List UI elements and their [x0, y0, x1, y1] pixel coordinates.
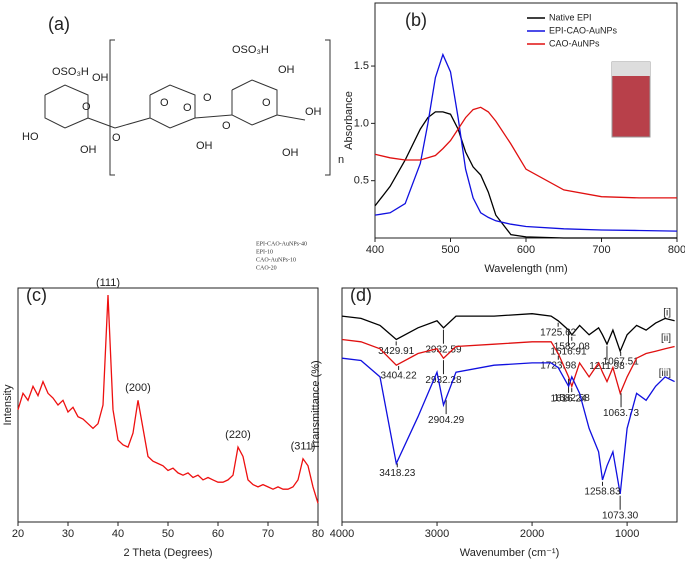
x-tick-label: 3000: [425, 528, 449, 540]
atom-label: OSO₃H: [52, 66, 89, 78]
bracket: [325, 39, 331, 176]
plot-frame: [17, 287, 319, 523]
y-tick-label: 1.5: [354, 60, 369, 72]
peak-label: 1582.58: [554, 393, 591, 404]
peak-label: (200): [125, 382, 151, 394]
peak-label: 1725.62: [540, 327, 577, 338]
x-tick-label: 1000: [615, 528, 639, 540]
x-axis-title: Wavelength (nm): [484, 263, 567, 275]
peak-label: 1067.51: [603, 357, 640, 368]
series-line: [374, 106, 677, 199]
y-axis-title: Absorbance: [343, 91, 355, 150]
peak-label: (111): [96, 277, 120, 289]
series-line: [341, 357, 675, 495]
note: CAO-20: [256, 265, 277, 271]
atom-label: O: [262, 97, 271, 109]
series-label: [iii]: [659, 368, 671, 379]
peak-label: 1063.73: [603, 408, 640, 419]
series-label: [i]: [663, 307, 671, 318]
atom-label: O: [203, 92, 212, 104]
atom-label: O: [160, 97, 169, 109]
peak-label: (311): [291, 441, 316, 453]
panel-label: (a): [48, 14, 70, 34]
x-tick-label: 800: [668, 244, 685, 256]
note: EPI-10: [256, 249, 273, 255]
y-axis-title: Intensity: [2, 384, 14, 425]
x-tick-label: 40: [112, 528, 124, 540]
peak-label: 1723.98: [540, 360, 577, 371]
atom-label: OH: [80, 144, 97, 156]
x-tick-label: 400: [366, 244, 384, 256]
series-line: [341, 338, 675, 396]
peak-label: 1582.08: [554, 341, 591, 352]
atom-label: HO: [22, 131, 39, 143]
bond: [276, 114, 306, 121]
peak-label: 2932.28: [425, 375, 462, 386]
y-tick-label: 0.5: [354, 175, 369, 187]
legend-label: EPI-CAO-AuNPs: [549, 25, 618, 35]
x-tick-label: 2000: [520, 528, 544, 540]
series-label: [ii]: [661, 333, 671, 344]
x-tick-label: 20: [12, 528, 24, 540]
atom-label: n: [338, 154, 344, 166]
x-tick-label: 500: [441, 244, 459, 256]
peak-label: (220): [225, 429, 251, 441]
bond: [194, 114, 233, 119]
series-line: [17, 294, 319, 504]
atom-label: OH: [278, 64, 295, 76]
peak-label: 1211.98: [589, 361, 625, 372]
atom-label: OH: [92, 72, 109, 84]
x-tick-label: 70: [262, 528, 274, 540]
peak-label: 1258.83: [584, 486, 621, 497]
peak-label: 1616.91: [550, 347, 587, 358]
x-tick-label: 700: [592, 244, 610, 256]
x-tick-label: 50: [162, 528, 174, 540]
atom-label: OH: [305, 106, 322, 118]
y-axis-title: Transmittance (%): [310, 360, 322, 449]
x-tick-label: 60: [212, 528, 224, 540]
plot-frame: [341, 287, 678, 523]
peak-label: 2932.59: [425, 344, 462, 355]
note: CAO-AuNPs-10: [256, 257, 296, 263]
bracket: [109, 39, 115, 176]
atom-label: O: [222, 120, 231, 132]
atom-label: O: [82, 101, 91, 113]
x-tick-label: 30: [62, 528, 74, 540]
panel-label: (b): [405, 10, 427, 30]
x-tick-label: 600: [517, 244, 535, 256]
peak-label: 3429.91: [378, 346, 415, 357]
structure: [44, 39, 331, 176]
atom-label: OH: [196, 140, 213, 152]
note: EPI-CAO-AuNPs-40: [256, 241, 307, 247]
x-tick-label: 4000: [330, 528, 354, 540]
series-line: [374, 52, 678, 232]
panel-label: (d): [350, 285, 372, 305]
y-tick-label: 1.0: [354, 117, 369, 129]
atom-label: OSO₃H: [232, 44, 269, 56]
peak-label: 3404.22: [381, 371, 418, 382]
peak-label: 2904.29: [428, 415, 465, 426]
legend-label: CAO-AuNPs: [549, 38, 600, 48]
panel-label: (c): [26, 285, 47, 305]
series-line: [341, 313, 675, 354]
x-axis-title: Wavenumber (cm⁻¹): [460, 547, 560, 559]
atom-label: OH: [282, 147, 299, 159]
peak-label: 1073.30: [602, 510, 639, 521]
x-axis-title: 2 Theta (Degrees): [123, 547, 212, 559]
atom-label: O: [112, 132, 121, 144]
peak-label: 1616.24: [550, 394, 587, 405]
atom-label: O: [183, 102, 192, 114]
peak-label: 3418.23: [379, 468, 416, 479]
series-line: [374, 111, 677, 239]
legend-label: Native EPI: [549, 12, 592, 22]
cuvette-cap: [612, 62, 650, 76]
bond: [87, 117, 151, 129]
x-tick-label: 80: [312, 528, 324, 540]
